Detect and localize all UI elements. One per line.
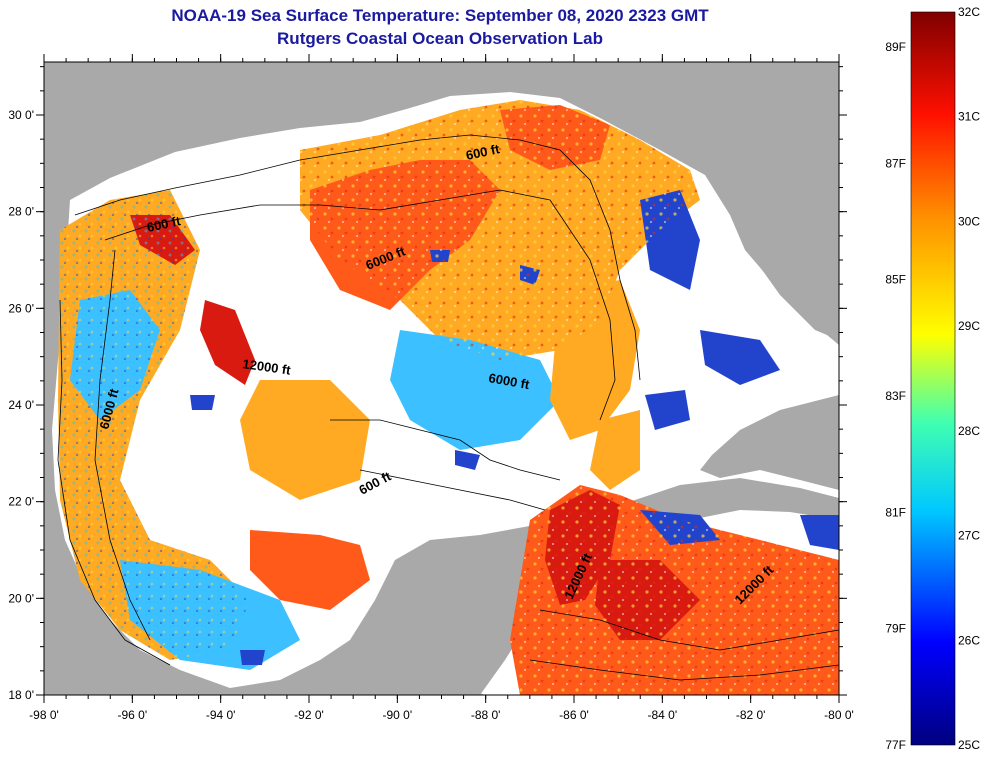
lon-tick-label: -80 0' xyxy=(824,708,854,722)
florida-land xyxy=(705,140,839,340)
map-area: 600 ft 600 ft 6000 ft 12000 ft 6000 ft 6… xyxy=(44,62,839,695)
lon-tick-label: -82 0' xyxy=(736,708,766,722)
lat-tick-label: 18 0' xyxy=(8,688,34,702)
lat-tick-label: 30 0' xyxy=(8,108,34,122)
colorbar-celsius-label: 26C xyxy=(958,633,980,647)
colorbar-celsius-label: 31C xyxy=(958,110,980,124)
yucatan-land xyxy=(300,528,555,695)
colorbar-fahrenheit-label: 85F xyxy=(885,273,906,287)
colorbar-celsius-label: 27C xyxy=(958,529,980,543)
contour-label: 12000 ft xyxy=(242,356,293,378)
colorbar xyxy=(911,12,955,745)
lon-tick-label: -98 0' xyxy=(29,708,59,722)
colorbar-labels: 32C 31C 30C 29C 28C 27C 26C 25C 89F 87F 85F 83F 81F 7… xyxy=(885,5,980,752)
colorbar-fahrenheit-label: 89F xyxy=(885,40,906,54)
colorbar-fahrenheit-label: 77F xyxy=(885,738,906,752)
colorbar-celsius-label: 28C xyxy=(958,424,980,438)
map-title: NOAA-19 Sea Surface Temperature: Septemb… xyxy=(171,6,709,25)
colorbar-celsius-label: 32C xyxy=(958,5,980,19)
lat-tick-label: 20 0' xyxy=(8,591,34,605)
lon-tick-label: -94 0' xyxy=(206,708,236,722)
colorbar-celsius-label: 30C xyxy=(958,214,980,228)
contour-label: 6000 ft xyxy=(487,370,531,392)
colorbar-fahrenheit-label: 87F xyxy=(885,156,906,170)
colorbar-fahrenheit-label: 83F xyxy=(885,389,906,403)
lon-tick-label: -92 0' xyxy=(294,708,324,722)
lat-tick-label: 26 0' xyxy=(8,301,34,315)
lon-tick-label: -88 0' xyxy=(471,708,501,722)
colorbar-fahrenheit-label: 79F xyxy=(885,622,906,636)
lon-tick-label: -84 0' xyxy=(648,708,678,722)
colorbar-celsius-label: 29C xyxy=(958,319,980,333)
lat-tick-label: 28 0' xyxy=(8,205,34,219)
map-subtitle: Rutgers Coastal Ocean Observation Lab xyxy=(277,29,603,48)
lon-tick-label: -90 0' xyxy=(383,708,413,722)
contour-label: 600 ft xyxy=(146,213,183,235)
lon-tick-label: -96 0' xyxy=(118,708,148,722)
colorbar-celsius-label: 25C xyxy=(958,738,980,752)
bathymetry-contours xyxy=(57,134,839,681)
lat-tick-label: 22 0' xyxy=(8,495,34,509)
axis-ticks: 30 0' 28 0' 26 0' 24 0' 22 0' 20 0' 18 0' -98 0… xyxy=(8,54,854,722)
lat-tick-label: 24 0' xyxy=(8,398,34,412)
contour-label: 600 ft xyxy=(465,141,502,163)
colorbar-fahrenheit-label: 81F xyxy=(885,505,906,519)
lon-tick-label: -86 0' xyxy=(559,708,589,722)
